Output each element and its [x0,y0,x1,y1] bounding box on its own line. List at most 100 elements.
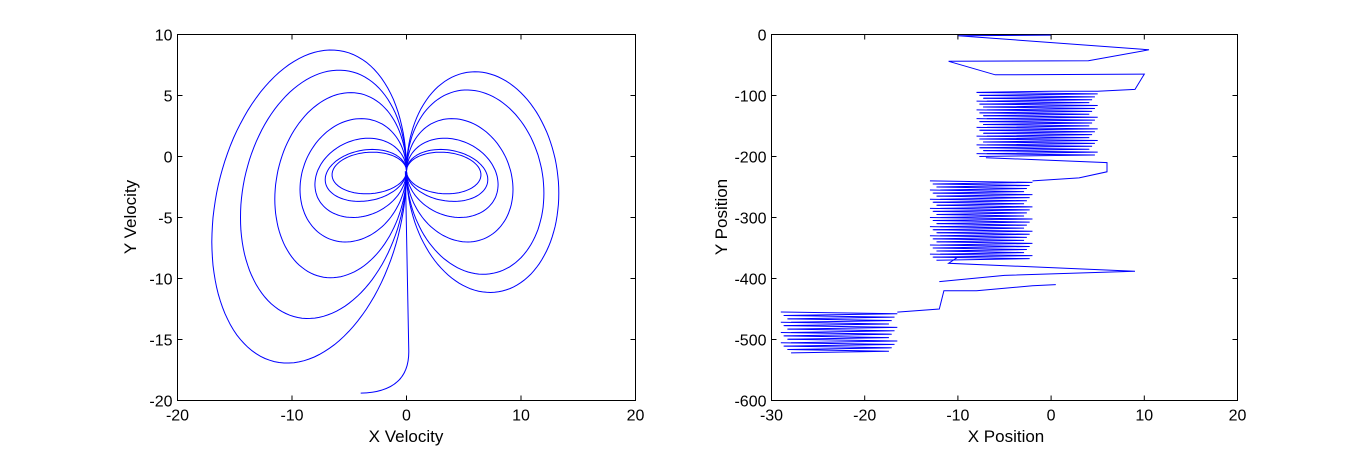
position-series-line [784,314,895,320]
velocity-y-tick-label: 10 [155,28,173,45]
position-series-line [937,223,1027,228]
position-series-line [929,217,1033,222]
position-curve-group [780,34,1150,354]
velocity-ticks: -20 -10 0 10 20 -20 -15 -10 -5 0 5 10 [149,28,644,425]
position-series-line [897,284,1056,313]
velocity-x-tick-label: 10 [512,408,530,425]
position-series-line [976,144,1093,149]
position-series-line [933,247,1027,252]
position-series-line [937,213,1025,218]
position-series-line [933,256,1030,261]
position-series-line [788,318,892,323]
position-x-tick-label: -20 [853,408,876,425]
velocity-series-line [406,137,499,219]
position-series-line [780,342,895,347]
position-x-tick-label: 20 [1229,408,1247,425]
velocity-x-tick-label: -10 [280,408,303,425]
position-series-line [976,100,1090,105]
position-x-tick-label: -10 [946,408,969,425]
velocity-y-axis-label: Y Velocity [121,179,140,254]
position-series-line [980,112,1090,117]
position-y-tick-label: 0 [758,28,767,45]
velocity-y-tick-label: 0 [164,150,173,167]
position-series-line [939,256,1136,283]
position-series-line [929,253,1033,258]
position-series-line [933,220,1030,225]
position-series-line [948,34,1150,93]
position-x-axis-label: X Position [968,427,1045,446]
position-series-line [937,241,1033,246]
position-series-line [983,150,1098,155]
position-series-line [788,338,898,344]
position-x-tick-label: -30 [760,408,783,425]
position-series-line [929,226,1025,231]
position-series-line [788,328,895,333]
position-series-line [980,147,1090,152]
velocity-series-line [314,137,407,219]
position-series-line [937,250,1025,255]
position-plot: -30 -20 -10 0 10 20-600-500-400-300-200-1000 … [712,28,1247,447]
velocity-series-line [406,148,489,202]
position-series-line [929,207,1030,212]
velocity-series-line [406,89,545,275]
position-series-line [980,138,1098,143]
position-series-line [980,129,1095,134]
velocity-series-line [274,92,407,279]
position-series-line [933,238,1025,243]
position-series-line [983,106,1095,111]
position-series-line [983,115,1098,120]
position-series-line [980,121,1093,125]
position-series-line [976,91,1098,96]
velocity-series-line [211,49,407,364]
position-y-tick-label: -300 [734,211,766,228]
velocity-y-tick-label: -15 [149,333,172,350]
position-series-line [976,109,1093,114]
velocity-series-line [299,118,407,243]
position-series-line [929,189,1025,194]
velocity-curve-group [211,49,560,394]
velocity-x-tick-label: 0 [402,408,411,425]
velocity-series-line [239,69,407,320]
velocity-series-line [406,71,560,294]
position-series-line [788,349,889,354]
position-series-line [980,94,1095,99]
position-series-line [784,325,898,330]
position-series-line [780,311,898,316]
velocity-plot: -20 -10 0 10 20 -20 -15 -10 -5 0 5 10 X Velocity Y … [121,28,645,447]
position-series-line [933,229,1033,234]
velocity-y-tick-label: -20 [149,394,172,411]
velocity-x-tick-label: -20 [166,408,189,425]
position-series-line [976,135,1090,140]
position-series-line [929,180,1033,185]
position-y-tick-label: -200 [734,150,766,167]
position-series-line [937,186,1027,191]
position-series-line [937,232,1030,237]
position-x-tick-label: 0 [1047,408,1056,425]
position-series-line [937,204,1033,209]
position-series-line [933,210,1027,215]
position-series-line [976,153,1095,157]
velocity-y-tick-label: -5 [158,211,172,228]
position-series-line [929,235,1027,240]
position-y-tick-label: -400 [734,272,766,289]
velocity-series-line [331,151,407,195]
position-series-line [976,126,1098,131]
position-series-line [933,201,1025,206]
velocity-y-tick-label: -10 [149,272,172,289]
position-series-line [976,118,1095,123]
position-y-tick-label: -100 [734,89,766,106]
position-series-line [985,157,1108,182]
position-series-line [929,198,1027,203]
position-series-line [980,103,1098,108]
velocity-series-line [406,151,482,195]
position-y-tick-label: -600 [734,394,766,411]
position-series-line [983,123,1090,128]
position-y-axis-label: Y Position [712,179,731,255]
position-x-tick-label: 10 [1135,408,1153,425]
position-series-line [780,321,889,327]
position-series-line [784,345,892,351]
position-series-line [780,331,892,337]
velocity-y-tick-label: 5 [164,89,173,106]
